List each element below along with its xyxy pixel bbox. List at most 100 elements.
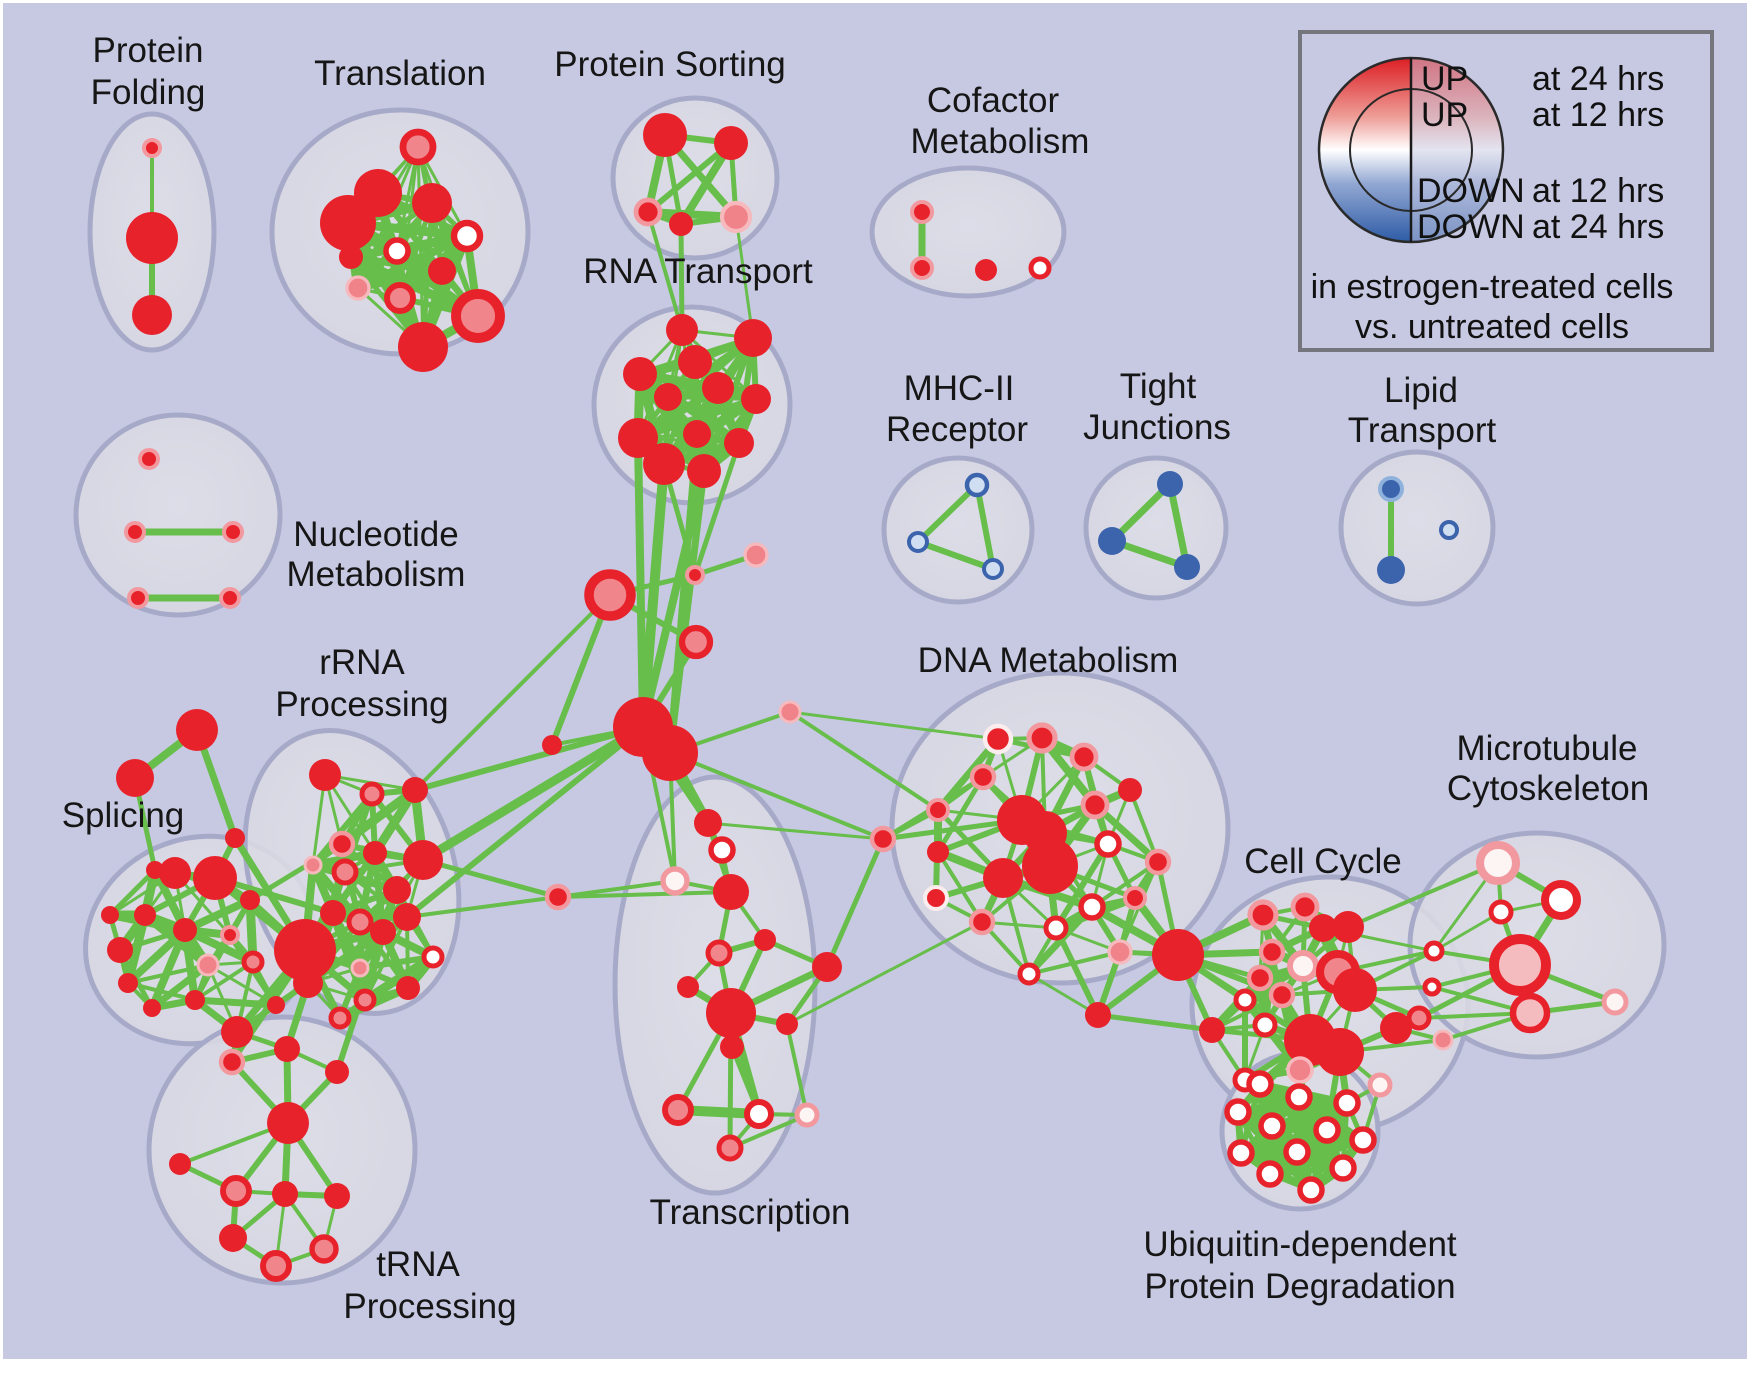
cluster-label-tj-1: Junctions <box>1083 408 1231 447</box>
node-tc0 <box>694 809 722 837</box>
node-pf1 <box>126 212 178 264</box>
node-cc8 <box>1233 988 1257 1012</box>
node-tc9 <box>776 1013 798 1035</box>
cluster-label-mh-0: MHC-II <box>904 369 1015 408</box>
node-rr9 <box>320 900 346 926</box>
node-tn8 <box>219 1224 247 1252</box>
node-mt5 <box>1422 977 1442 997</box>
node-ub1 <box>1285 1083 1313 1111</box>
cluster-label-pf-0: Protein <box>93 31 204 70</box>
node-cc4 <box>1258 938 1286 966</box>
node-sp11 <box>101 906 119 924</box>
node-tj2 <box>1174 554 1200 580</box>
node-cc13 <box>1316 1028 1364 1076</box>
node-dm10 <box>968 908 996 936</box>
node-ub5 <box>1313 1116 1341 1144</box>
cluster-ellipse-tn <box>146 1014 418 1286</box>
node-tc1 <box>708 836 736 864</box>
node-cc10 <box>1333 968 1377 1012</box>
cluster-ellipse-nm <box>73 412 283 618</box>
node-tr5 <box>383 237 411 265</box>
cluster-label-nm-1: Metabolism <box>287 555 466 594</box>
node-sp7 <box>196 953 220 977</box>
node-cc2 <box>1309 914 1337 942</box>
node-cc5 <box>1287 950 1319 982</box>
legend-faded-half <box>1411 58 1503 242</box>
node-mt2 <box>1488 899 1514 925</box>
node-rt3 <box>678 345 712 379</box>
node-ch5 <box>743 542 769 568</box>
node-sp13 <box>185 990 205 1010</box>
node-rt2 <box>623 357 657 391</box>
node-tn3 <box>274 1036 300 1062</box>
node-tc12 <box>744 1099 774 1129</box>
legend-up-24-time: at 24 hrs <box>1532 60 1664 98</box>
node-rr14 <box>293 968 323 998</box>
cluster-label-rt-0: RNA Transport <box>583 252 813 291</box>
node-sp3 <box>107 937 133 963</box>
node-ub0 <box>1246 1070 1274 1098</box>
node-cn1 <box>869 825 897 853</box>
cluster-label-tn-0: tRNA <box>376 1245 460 1284</box>
node-mt8 <box>1406 1005 1432 1031</box>
node-rr15 <box>350 958 370 978</box>
node-ps4 <box>719 200 753 234</box>
node-nm4 <box>219 587 241 609</box>
node-nm3 <box>127 587 149 609</box>
node-rr6 <box>363 841 387 865</box>
node-cc14 <box>1286 1056 1314 1084</box>
node-dm19 <box>1017 962 1041 986</box>
node-rr17 <box>353 988 377 1012</box>
node-cc17 <box>1380 1012 1412 1044</box>
node-tn10 <box>260 1250 292 1282</box>
node-tn9 <box>309 1234 339 1264</box>
node-mt9 <box>1432 1029 1454 1051</box>
node-lp2 <box>1439 520 1459 540</box>
node-tr11 <box>339 245 363 269</box>
node-tn6 <box>272 1181 298 1207</box>
node-ch2 <box>584 569 636 621</box>
node-cf0 <box>910 200 934 224</box>
node-dm1 <box>1026 722 1058 754</box>
node-rt5 <box>654 383 682 411</box>
node-sp8 <box>220 925 240 945</box>
cluster-label-nm-0: Nucleotide <box>293 515 458 554</box>
node-ps2 <box>633 197 663 227</box>
node-x2 <box>225 828 245 848</box>
node-tc11 <box>662 1094 694 1126</box>
node-tc13 <box>794 1102 820 1128</box>
node-rt11 <box>687 454 721 488</box>
node-rt0 <box>666 314 698 346</box>
node-cc7 <box>1268 981 1296 1009</box>
node-tc14 <box>716 1134 744 1162</box>
node-rr3 <box>328 830 356 858</box>
node-x0 <box>176 709 218 751</box>
node-rr19 <box>328 1006 352 1030</box>
node-lp0 <box>1378 476 1404 502</box>
node-rr16 <box>421 945 445 969</box>
node-nm1 <box>124 521 146 543</box>
node-rr4 <box>303 855 323 875</box>
node-mt3 <box>1423 940 1445 962</box>
legend-caption-line1: in estrogen-treated cells <box>1311 268 1674 306</box>
node-tr9 <box>451 289 505 343</box>
node-cn0 <box>778 700 802 724</box>
node-tr7 <box>345 275 371 301</box>
cluster-label-cc-0: Cell Cycle <box>1244 842 1402 881</box>
cluster-ellipse-mh <box>881 455 1035 605</box>
node-dm4 <box>926 798 950 822</box>
node-sp14 <box>221 1016 253 1048</box>
node-rr12 <box>393 903 421 931</box>
node-cf1 <box>910 256 934 280</box>
cluster-label-lp-0: Lipid <box>1384 371 1458 410</box>
node-mh1 <box>907 531 929 553</box>
node-tn1 <box>169 1153 191 1175</box>
node-dm8 <box>983 858 1023 898</box>
node-ub6 <box>1349 1126 1377 1154</box>
node-dm21 <box>1085 1002 1111 1028</box>
node-tr10 <box>398 322 448 372</box>
node-tn2 <box>218 1048 246 1076</box>
node-dm0 <box>982 723 1014 755</box>
